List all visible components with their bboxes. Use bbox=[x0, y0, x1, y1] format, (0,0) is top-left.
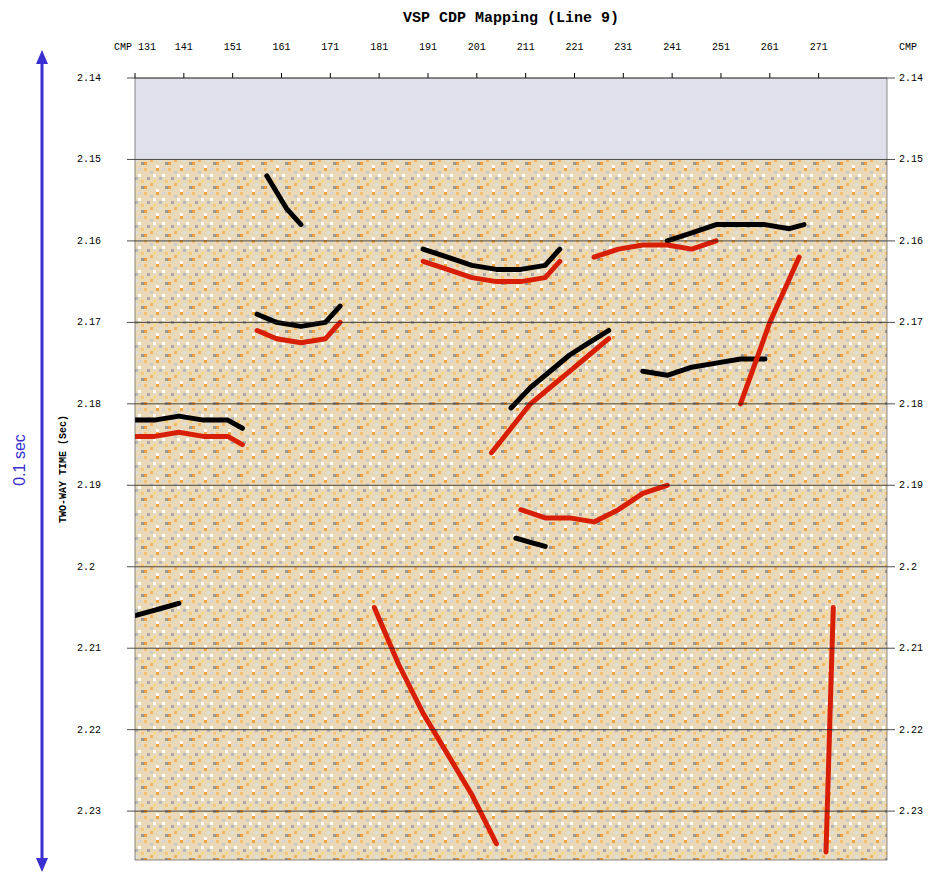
plot-frame bbox=[135, 78, 887, 860]
y-tick-label: 2.22 bbox=[899, 725, 923, 736]
x-tick bbox=[769, 73, 770, 78]
x-tick bbox=[232, 73, 233, 78]
x-tick bbox=[574, 73, 575, 78]
x-tick bbox=[720, 73, 721, 78]
y-tick-label: 2.15 bbox=[899, 154, 923, 165]
x-tick bbox=[379, 73, 380, 78]
grid-line bbox=[127, 566, 895, 567]
reflector bbox=[516, 538, 545, 546]
reflector bbox=[521, 485, 668, 522]
arrow-head bbox=[36, 50, 48, 64]
reflector bbox=[643, 359, 765, 375]
reflector bbox=[667, 225, 804, 241]
x-tick-label: 141 bbox=[175, 42, 193, 53]
y-tick-label: 2.14 bbox=[899, 73, 923, 84]
reflector bbox=[594, 241, 716, 257]
y-tick-label: 2.21 bbox=[899, 643, 923, 654]
x-tick bbox=[330, 73, 331, 78]
x-tick-label: 191 bbox=[419, 42, 437, 53]
x-tick bbox=[476, 73, 477, 78]
x-tick-label: 171 bbox=[321, 42, 339, 53]
x-tick bbox=[672, 73, 673, 78]
y-tick-label: 2.2 bbox=[77, 562, 95, 573]
no-record-area bbox=[135, 78, 887, 159]
reflector bbox=[135, 603, 179, 615]
reflector bbox=[374, 608, 496, 844]
y-tick-label: 2.16 bbox=[77, 236, 101, 247]
reflectors bbox=[135, 176, 833, 852]
x-tick-label: 221 bbox=[565, 42, 583, 53]
x-tick-label: CMP 131 bbox=[114, 42, 156, 53]
reflector bbox=[267, 176, 301, 225]
reflector bbox=[492, 339, 609, 453]
reflector bbox=[511, 331, 609, 408]
reflector bbox=[257, 322, 340, 342]
x-tick-label: 201 bbox=[468, 42, 486, 53]
y-tick-label: 2.18 bbox=[77, 399, 101, 410]
record-area bbox=[135, 159, 887, 860]
x-tick-label: 261 bbox=[761, 42, 779, 53]
y-tick-label: 2.17 bbox=[77, 317, 101, 328]
x-tick bbox=[135, 73, 136, 78]
x-tick-label: 161 bbox=[272, 42, 290, 53]
reflector bbox=[135, 416, 242, 428]
y-tick-label: 2.14 bbox=[77, 73, 101, 84]
x-tick bbox=[183, 73, 184, 78]
y-tick-label: 2.21 bbox=[77, 643, 101, 654]
annotation: 0.1 sec bbox=[11, 434, 28, 486]
x-tick bbox=[818, 73, 819, 78]
grid-line bbox=[127, 811, 895, 812]
x-tick bbox=[281, 73, 282, 78]
x-tick bbox=[427, 73, 428, 78]
y-tick-label: 2.19 bbox=[899, 480, 923, 491]
x-tick-label: 151 bbox=[224, 42, 242, 53]
chart: VSP CDP Mapping (Line 9) 2.14 2.14 2.15 2.15… bbox=[0, 0, 949, 881]
y-tick-label: 2.19 bbox=[77, 480, 101, 491]
reflector bbox=[135, 432, 242, 444]
grid-line bbox=[127, 322, 895, 323]
grid-line bbox=[127, 648, 895, 649]
x-tick bbox=[623, 73, 624, 78]
x-tick-label: 231 bbox=[614, 42, 632, 53]
reflector bbox=[257, 306, 340, 326]
y-tick-label: 2.2 bbox=[899, 562, 917, 573]
title: VSP CDP Mapping (Line 9) bbox=[403, 10, 619, 27]
x-tick-label: 251 bbox=[712, 42, 730, 53]
y-axis-label: TWO-WAY TIME (Sec) bbox=[58, 415, 69, 523]
reflector bbox=[741, 257, 800, 404]
annotation-arrow bbox=[41, 60, 44, 862]
grid-line bbox=[127, 485, 895, 486]
x-axis-label: CMP bbox=[899, 42, 917, 53]
y-tick-label: 2.23 bbox=[899, 806, 923, 817]
y-tick-label: 2.23 bbox=[77, 806, 101, 817]
y-tick-label: 2.16 bbox=[899, 236, 923, 247]
x-tick bbox=[525, 73, 526, 78]
y-tick-label: 2.18 bbox=[899, 399, 923, 410]
y-tick-label: 2.15 bbox=[77, 154, 101, 165]
grid-line bbox=[127, 729, 895, 730]
x-tick-label: 211 bbox=[517, 42, 535, 53]
grid-line bbox=[127, 240, 895, 241]
y-tick-label: 2.17 bbox=[899, 317, 923, 328]
grid-line bbox=[127, 159, 895, 160]
grid-line bbox=[127, 403, 895, 404]
y-tick-label: 2.22 bbox=[77, 725, 101, 736]
arrow-head bbox=[36, 858, 48, 872]
x-tick-label: 241 bbox=[663, 42, 681, 53]
reflector bbox=[423, 261, 560, 281]
x-tick-label: 181 bbox=[370, 42, 388, 53]
x-tick-label: 271 bbox=[810, 42, 828, 53]
